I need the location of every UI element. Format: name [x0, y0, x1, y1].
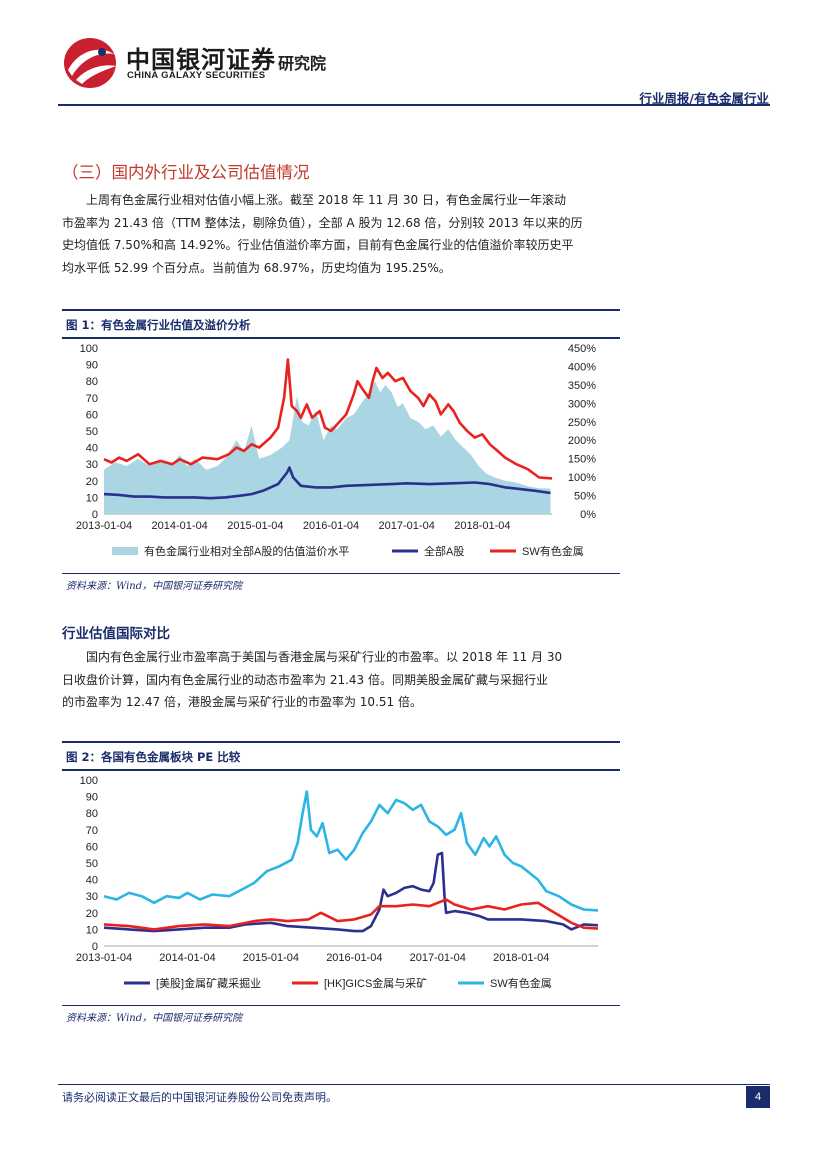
series-line-2 — [103, 358, 553, 480]
y-tick-label: 30 — [86, 459, 98, 471]
x-tick-label: 2018-01-04 — [493, 952, 549, 964]
y-tick-label: 80 — [86, 808, 98, 820]
figure1-source: 资料来源：Wind，中国银河证券研究院 — [66, 581, 243, 592]
subsection-heading: 行业估值国际对比 — [62, 626, 170, 642]
legend-label: [HK]GICS金属与采矿 — [324, 976, 427, 990]
page-header: 中国银河证券 CHINA GALAXY SECURITIES 研究院 行业周报/… — [0, 0, 827, 110]
figure1-title: 图 1：有色金属行业估值及溢价分析 — [66, 318, 251, 332]
figure2-title: 图 2：各国有色金属板块 PE 比较 — [66, 750, 241, 764]
series-line-1 — [103, 898, 599, 931]
x-tick-label: 2016-01-04 — [303, 520, 359, 532]
y-tick-label: 20 — [86, 476, 98, 488]
header-divider — [58, 104, 770, 106]
y-tick-label: 30 — [86, 891, 98, 903]
paragraph-line: 市盈率为 21.43 倍（TTM 整体法，剔除负值），全部 A 股为 12.68… — [62, 215, 583, 230]
legend-label: 有色金属行业相对全部A股的估值溢价水平 — [144, 544, 349, 558]
y-right-tick-label: 0% — [580, 509, 596, 521]
paragraph-line: 上周有色金属行业相对估值小幅上涨。截至 2018 年 11 月 30 日，有色金… — [86, 193, 566, 207]
x-tick-label: 2014-01-04 — [152, 520, 208, 532]
series-area-0 — [104, 381, 551, 514]
logo-english-name: CHINA GALAXY SECURITIES — [127, 70, 266, 81]
figure2-chart: 0 10 20 30 40 50 60 70 80 90 100 2013-01-04 2014-01-… — [76, 775, 599, 990]
y-tick-label: 70 — [86, 825, 98, 837]
y-tick-label: 90 — [86, 360, 98, 372]
footer-divider — [58, 1084, 770, 1085]
y-right-tick-label: 200% — [568, 435, 596, 447]
y-right-tick-label: 100% — [568, 472, 596, 484]
y-right-tick-label: 150% — [568, 454, 596, 466]
y-tick-label: 0 — [92, 941, 98, 953]
y-tick-label: 10 — [86, 492, 98, 504]
logo-institute: 研究院 — [278, 54, 327, 73]
paragraph-line: 国内有色金属行业市盈率高于美国与香港金属与采矿行业的市盈率。以 2018 年 1… — [86, 650, 563, 664]
x-tick-label: 2013-01-04 — [76, 520, 132, 532]
figure2-title-rule — [62, 769, 620, 771]
paragraph-line: 史均值低 7.50%和高 14.92%。行业估值溢价率方面，目前有色金属行业的估… — [62, 238, 574, 252]
y-tick-label: 80 — [86, 376, 98, 388]
figure1-chart: 0 10 20 30 40 50 60 70 80 90 100 0% 50% 100% 150% 200% 2… — [76, 343, 596, 558]
legend-swatch — [112, 547, 138, 555]
y-tick-label: 40 — [86, 875, 98, 887]
figure2-header: 图 2：各国有色金属板块 PE 比较 — [62, 741, 620, 771]
footer-disclaimer: 请务必阅读正文最后的中国银河证券股份公司免责声明。 — [62, 1091, 337, 1104]
report-type: 行业周报/有色金属行业 — [639, 91, 769, 106]
logo-chinese-name: 中国银河证券 — [126, 46, 276, 74]
y-tick-label: 10 — [86, 924, 98, 936]
paragraph-line: 日收盘价计算，国内有色金属行业的动态市盈率为 21.43 倍。同期美股金属矿藏与… — [62, 672, 548, 687]
y-tick-label: 50 — [86, 426, 98, 438]
legend-label: SW有色金属 — [490, 976, 552, 990]
y-tick-label: 40 — [86, 443, 98, 455]
section-title: （三）国内外行业及公司估值情况 — [62, 163, 310, 182]
y-tick-label: 100 — [80, 775, 98, 787]
x-tick-label: 2016-01-04 — [326, 952, 382, 964]
y-tick-label: 60 — [86, 841, 98, 853]
y-tick-label: 60 — [86, 409, 98, 421]
y-right-tick-label: 300% — [568, 398, 596, 410]
x-tick-label: 2015-01-04 — [243, 952, 299, 964]
subsection-paragraph: 国内有色金属行业市盈率高于美国与香港金属与采矿行业的市盈率。以 2018 年 1… — [62, 646, 622, 714]
legend-label: [美股]金属矿藏采掘业 — [156, 976, 261, 990]
y-right-tick-label: 400% — [568, 361, 596, 373]
legend-label: SW有色金属 — [522, 544, 584, 558]
figure1-source-rule — [62, 573, 620, 574]
series-line-0 — [103, 851, 599, 933]
y-tick-label: 0 — [92, 509, 98, 521]
section-paragraph: 上周有色金属行业相对估值小幅上涨。截至 2018 年 11 月 30 日，有色金… — [62, 189, 622, 279]
figure2-source-rule — [62, 1005, 620, 1006]
x-tick-label: 2014-01-04 — [159, 952, 215, 964]
y-tick-label: 90 — [86, 792, 98, 804]
figure1-header: 图 1：有色金属行业估值及溢价分析 — [62, 309, 620, 339]
page-number: 4 — [746, 1086, 770, 1108]
y-right-tick-label: 350% — [568, 380, 596, 392]
figure1-title-rule — [62, 337, 620, 339]
x-tick-label: 2013-01-04 — [76, 952, 132, 964]
series-line-2 — [103, 790, 599, 912]
x-tick-label: 2015-01-04 — [227, 520, 283, 532]
y-right-tick-label: 450% — [568, 343, 596, 355]
series-line-1 — [103, 466, 551, 500]
china-galaxy-logo-icon — [64, 38, 116, 88]
y-right-tick-label: 50% — [574, 491, 596, 503]
y-tick-label: 50 — [86, 858, 98, 870]
x-tick-label: 2018-01-04 — [454, 520, 510, 532]
paragraph-line: 的市盈率为 12.47 倍，港股金属与采矿行业的市盈率为 10.51 倍。 — [62, 695, 422, 709]
y-tick-label: 100 — [80, 343, 98, 355]
y-tick-label: 20 — [86, 908, 98, 920]
legend-label: 全部A股 — [424, 544, 464, 558]
y-tick-label: 70 — [86, 393, 98, 405]
paragraph-line: 均水平低 52.99 个百分点。当前值为 68.97%，历史均值为 195.25… — [62, 260, 451, 275]
y-right-tick-label: 250% — [568, 417, 596, 429]
x-tick-label: 2017-01-04 — [410, 952, 466, 964]
figure2-source: 资料来源：Wind，中国银河证券研究院 — [66, 1013, 243, 1024]
x-tick-label: 2017-01-04 — [379, 520, 435, 532]
